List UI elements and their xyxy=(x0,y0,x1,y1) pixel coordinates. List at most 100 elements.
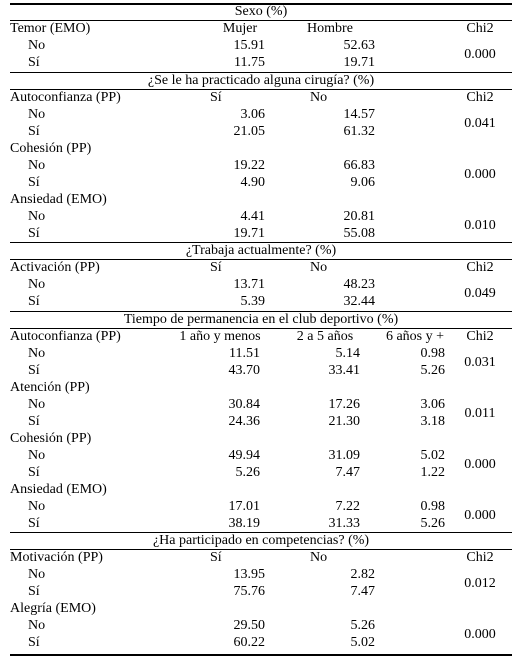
rule-line xyxy=(10,20,512,21)
table-row: No 13.71 48.23 xyxy=(10,276,512,293)
cell-value: 38.19 xyxy=(228,516,261,531)
chi2-value: 0.011 xyxy=(464,405,496,421)
rule-line xyxy=(10,328,512,329)
row-label: Sí xyxy=(28,226,40,241)
row-label: Sí xyxy=(28,175,40,190)
rule-line xyxy=(10,72,512,73)
row-label: No xyxy=(28,158,46,173)
group-label-row: Cohesión (PP) xyxy=(10,140,512,157)
cell-value: 24.36 xyxy=(228,414,261,429)
cell-value: 13.95 xyxy=(233,567,266,582)
chi2-value: 0.000 xyxy=(464,626,496,642)
column-header: No xyxy=(310,260,328,275)
column-header: No xyxy=(310,550,328,565)
row-label: Sí xyxy=(28,55,40,70)
section-title: Tiempo de permanencia en el club deporti… xyxy=(10,311,512,328)
cell-value: 21.30 xyxy=(328,414,361,429)
cell-value: 19.71 xyxy=(343,55,376,70)
table-row: No 4.41 20.81 xyxy=(10,208,512,225)
cell-value: 31.33 xyxy=(328,516,361,531)
chi2-value: 0.049 xyxy=(464,285,496,301)
chi2-value: 0.031 xyxy=(464,354,496,370)
row-label: No xyxy=(28,209,46,224)
cell-value: 17.26 xyxy=(328,397,361,412)
cell-value: 20.81 xyxy=(343,209,376,224)
rule-line xyxy=(10,3,512,5)
cell-value: 5.02 xyxy=(420,448,446,463)
cell-value: 66.83 xyxy=(343,158,376,173)
cell-value: 19.22 xyxy=(233,158,266,173)
cell-value: 5.39 xyxy=(240,294,266,309)
rule-line xyxy=(10,89,512,90)
header-row: Autoconfianza (PP) 1 año y menos 2 a 5 año… xyxy=(10,328,512,345)
chi2-value: 0.000 xyxy=(464,46,496,62)
column-header: No xyxy=(310,90,328,105)
cell-value: 13.71 xyxy=(233,277,266,292)
cell-value: 43.70 xyxy=(228,363,261,378)
variable-label: Motivación (PP) xyxy=(10,550,103,565)
cell-value: 75.76 xyxy=(233,584,266,599)
cell-value: 61.32 xyxy=(343,124,376,139)
section-title-text: ¿Trabaja actualmente? (%) xyxy=(185,243,337,258)
cell-value: 5.26 xyxy=(420,516,446,531)
cell-value: 14.57 xyxy=(343,107,376,122)
table-row: Sí 5.39 32.44 xyxy=(10,293,512,310)
header-row: Temor (EMO) Mujer Hombre Chi2 xyxy=(10,20,512,37)
section-title: ¿Trabaja actualmente? (%) xyxy=(10,242,512,259)
rule-line xyxy=(10,654,512,656)
row-label: No xyxy=(28,448,46,463)
table-row: No 11.51 5.14 0.98 xyxy=(10,345,512,362)
column-header: Hombre xyxy=(307,21,353,36)
table-row: No 29.50 5.26 xyxy=(10,617,512,634)
row-label: Sí xyxy=(28,635,40,650)
section-title: ¿Se le ha practicado alguna cirugía? (%) xyxy=(10,72,512,89)
cell-value: 31.09 xyxy=(328,448,361,463)
cell-value: 33.41 xyxy=(328,363,361,378)
column-header: Sí xyxy=(210,90,222,105)
cell-value: 7.22 xyxy=(335,499,361,514)
cell-value: 21.05 xyxy=(233,124,266,139)
cell-value: 4.90 xyxy=(240,175,266,190)
section-title: Sexo (%) xyxy=(10,3,512,20)
rule-line xyxy=(10,532,512,533)
column-header: 1 año y menos xyxy=(179,329,261,344)
row-label: No xyxy=(28,346,46,361)
cell-value: 0.98 xyxy=(420,499,446,514)
cell-value: 7.47 xyxy=(350,584,376,599)
row-label: No xyxy=(28,107,46,122)
chi2-value: 0.000 xyxy=(464,507,496,523)
row-label: Sí xyxy=(28,294,40,309)
table-row: Sí 75.76 7.47 xyxy=(10,583,512,600)
table-row: Sí 5.26 7.47 1.22 xyxy=(10,464,512,481)
section-title: ¿Ha participado en competencias? (%) xyxy=(10,532,512,549)
cell-value: 32.44 xyxy=(343,294,376,309)
row-label: No xyxy=(28,38,46,53)
cell-value: 11.75 xyxy=(234,55,265,70)
table-row: No 17.01 7.22 0.98 xyxy=(10,498,512,515)
row-label: No xyxy=(28,618,46,633)
variable-label: Ansiedad (EMO) xyxy=(10,482,107,497)
variable-label: Ansiedad (EMO) xyxy=(10,192,107,207)
rule-line xyxy=(10,242,512,243)
chi2-value: 0.010 xyxy=(464,217,496,233)
cell-value: 3.06 xyxy=(420,397,446,412)
chi2-value: 0.012 xyxy=(464,575,496,591)
variable-label: Cohesión (PP) xyxy=(10,141,92,156)
variable-label: Cohesión (PP) xyxy=(10,431,92,446)
header-row: Autoconfianza (PP) Sí No Chi2 xyxy=(10,89,512,106)
cell-value: 3.18 xyxy=(420,414,446,429)
header-row: Motivación (PP) Sí No Chi2 xyxy=(10,549,512,566)
table-row: Sí 11.75 19.71 xyxy=(10,54,512,71)
row-label: Sí xyxy=(28,124,40,139)
cell-value: 55.08 xyxy=(343,226,376,241)
row-label: Sí xyxy=(28,465,40,480)
cell-value: 5.26 xyxy=(350,618,376,633)
cell-value: 29.50 xyxy=(233,618,266,633)
chi2-value: 0.000 xyxy=(464,456,496,472)
cell-value: 1.22 xyxy=(420,465,446,480)
row-label: No xyxy=(28,277,46,292)
cell-value: 7.47 xyxy=(335,465,361,480)
table-row: Sí 21.05 61.32 xyxy=(10,123,512,140)
cell-value: 48.23 xyxy=(343,277,376,292)
cell-value: 3.06 xyxy=(240,107,266,122)
